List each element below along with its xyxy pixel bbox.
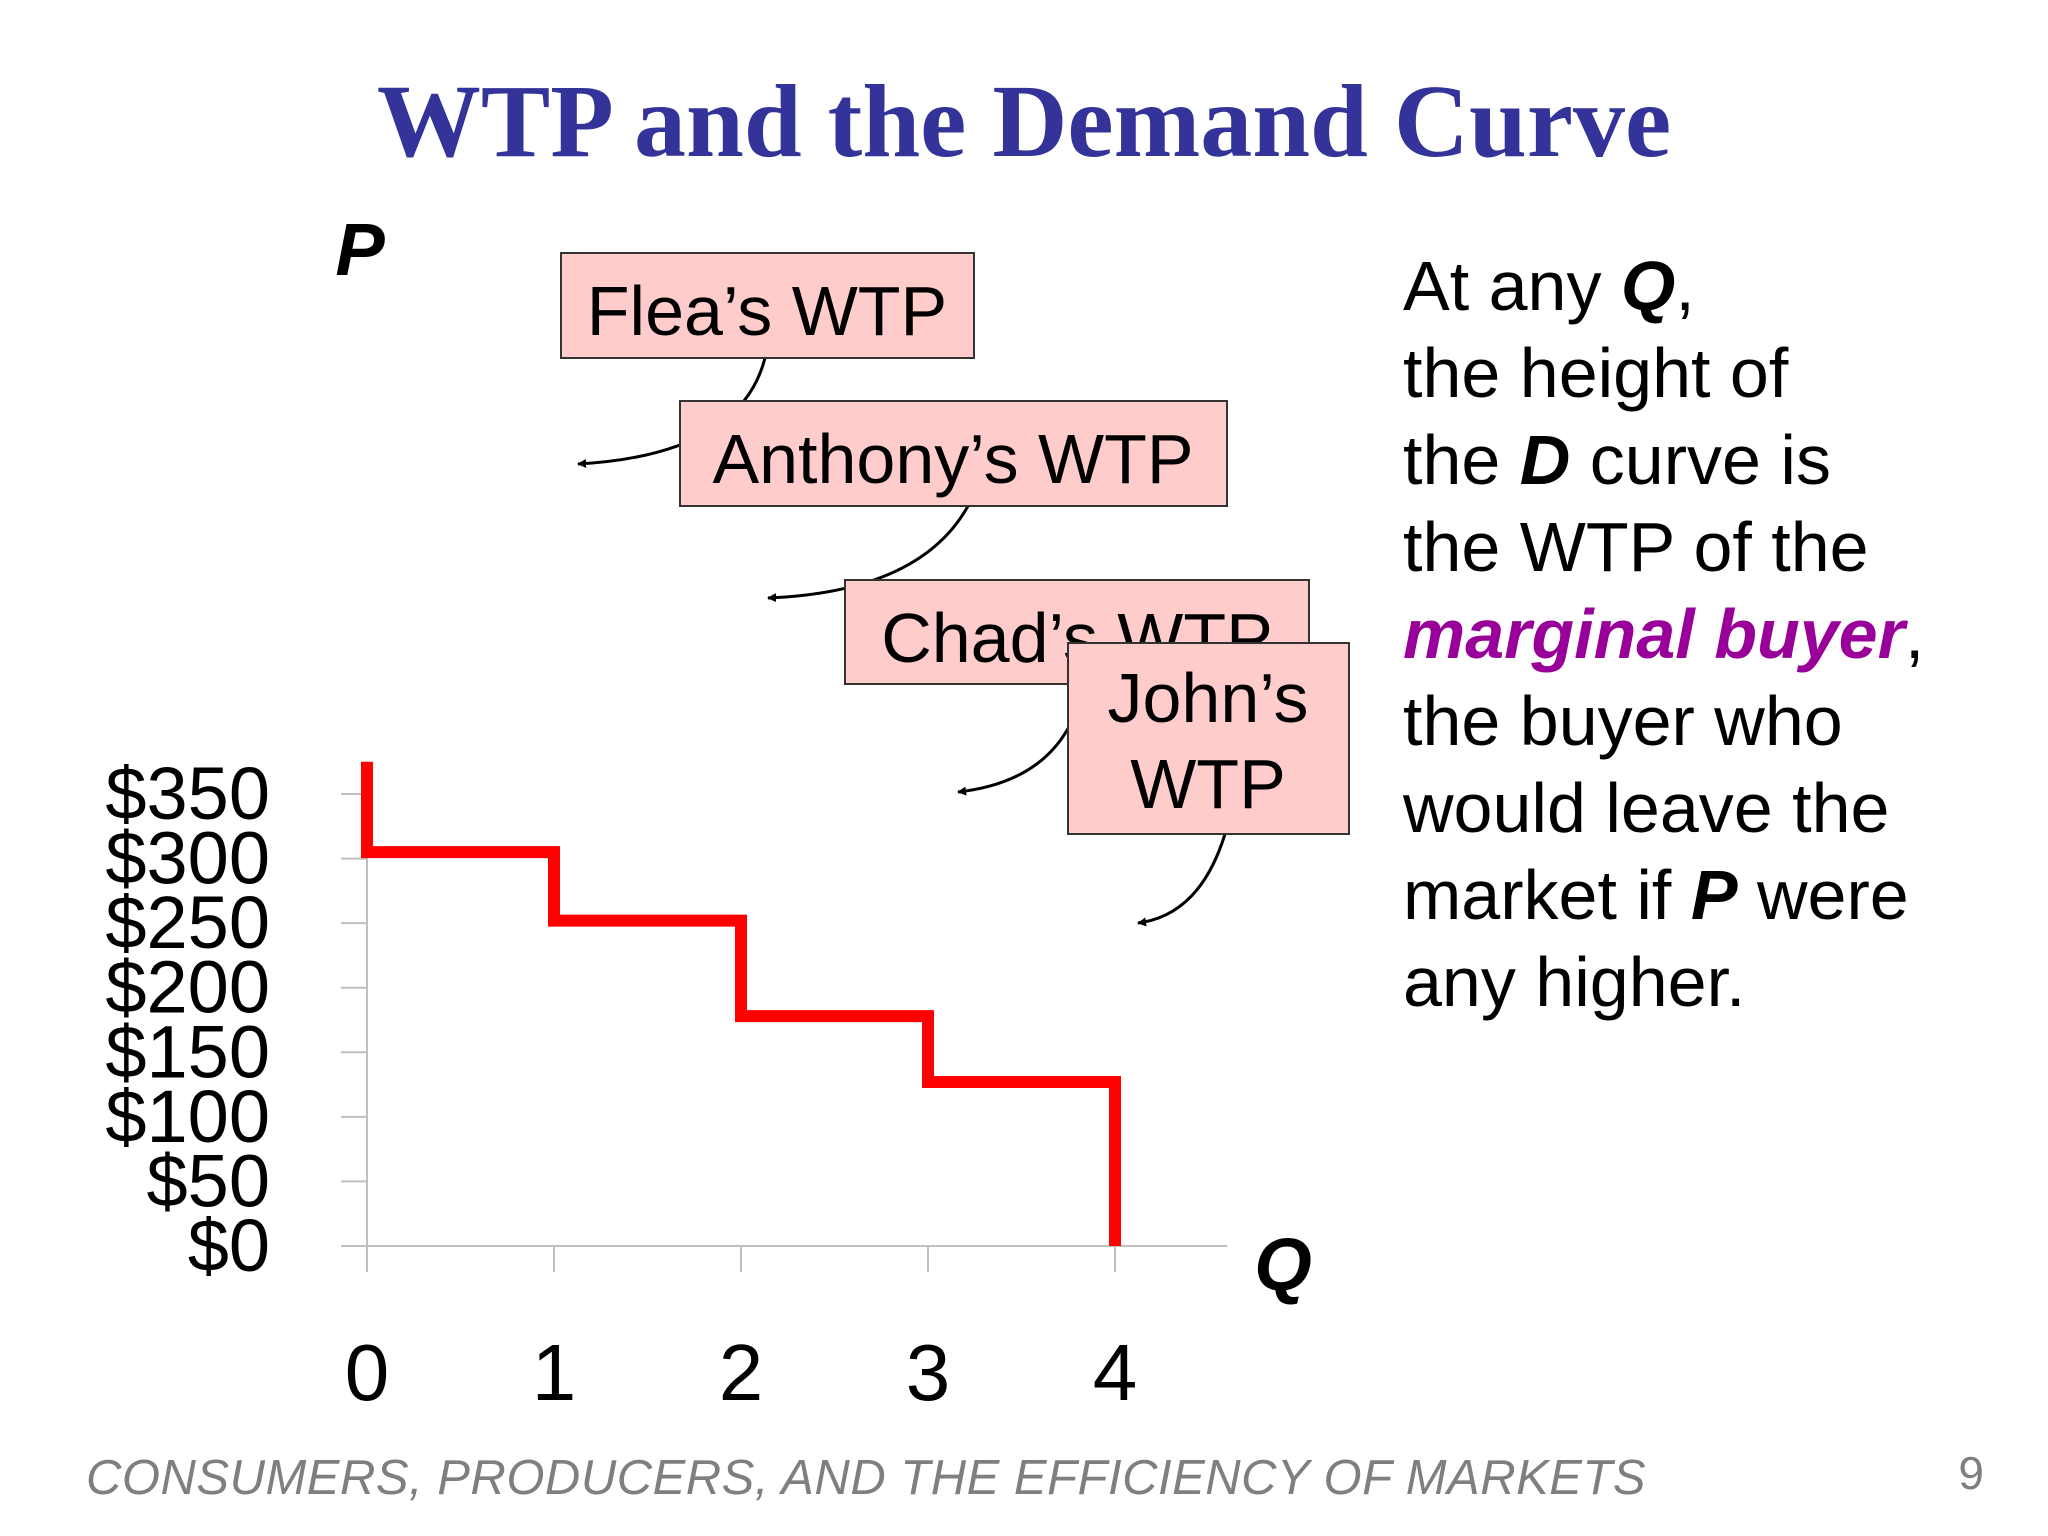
explanation-line-4: the WTP of the xyxy=(1403,508,1869,586)
slide-footer: CONSUMERS, PRODUCERS, AND THE EFFICIENCY… xyxy=(86,1451,1647,1505)
y-tick-label: $0 xyxy=(188,1204,270,1287)
callout-text: WTP xyxy=(1130,745,1286,823)
callout-anthony-wtp-arrow xyxy=(767,505,970,603)
explanation-line-3: the D curve is xyxy=(1403,421,1831,499)
callout-john-wtp: John’s WTP xyxy=(1067,642,1350,835)
x-tick-label: 4 xyxy=(1093,1328,1138,1417)
explanation-line-8: market if P were xyxy=(1403,856,1909,934)
explanation-line-1: At any Q, xyxy=(1403,247,1695,325)
y-tick-label: $350 xyxy=(105,752,270,835)
y-axis-label: P xyxy=(335,208,385,291)
x-tick-label: 3 xyxy=(906,1328,951,1417)
page-number: 9 xyxy=(1958,1447,1984,1499)
callout-text: John’s xyxy=(1107,659,1308,737)
explanation-line-7: would leave the xyxy=(1403,769,1890,847)
callout-john-wtp-arrow xyxy=(1137,833,1227,927)
demand-curve xyxy=(361,761,1121,1246)
callout-anthony-wtp: Anthony’s WTP xyxy=(679,400,1228,507)
x-tick-label: 2 xyxy=(719,1328,764,1417)
x-tick-label: 1 xyxy=(532,1328,577,1417)
x-axis-label: Q xyxy=(1254,1223,1312,1306)
callout-box xyxy=(560,252,975,359)
explanation-line-2: the height of xyxy=(1403,334,1789,412)
explanation-line-9: any higher. xyxy=(1403,943,1746,1021)
callout-flea-wtp: Flea’s WTP xyxy=(560,252,975,359)
explanation-line-5: marginal buyer, xyxy=(1403,595,1925,673)
explanation-line-6: the buyer who xyxy=(1403,682,1843,760)
callout-box xyxy=(1067,642,1350,835)
y-tick-label: $300 xyxy=(105,817,270,900)
callout-box xyxy=(679,400,1228,507)
y-tick-label: $250 xyxy=(105,881,270,964)
callout-text: Anthony’s WTP xyxy=(712,420,1193,498)
y-tick-label: $150 xyxy=(105,1010,270,1093)
y-tick-label: $50 xyxy=(147,1139,270,1222)
y-tick-label: $100 xyxy=(105,1075,270,1158)
slide-title: WTP and the Demand Curve xyxy=(376,64,1672,179)
marginal-buyer-term: marginal buyer xyxy=(1403,595,1905,673)
explanation-text: At any Q, the height of the D curve is t… xyxy=(1403,243,2043,1026)
y-tick-label: $200 xyxy=(105,946,270,1029)
callout-text: Flea’s WTP xyxy=(587,272,947,350)
callout-chad-wtp-arrow xyxy=(957,683,1086,796)
x-tick-label: 0 xyxy=(345,1328,390,1417)
